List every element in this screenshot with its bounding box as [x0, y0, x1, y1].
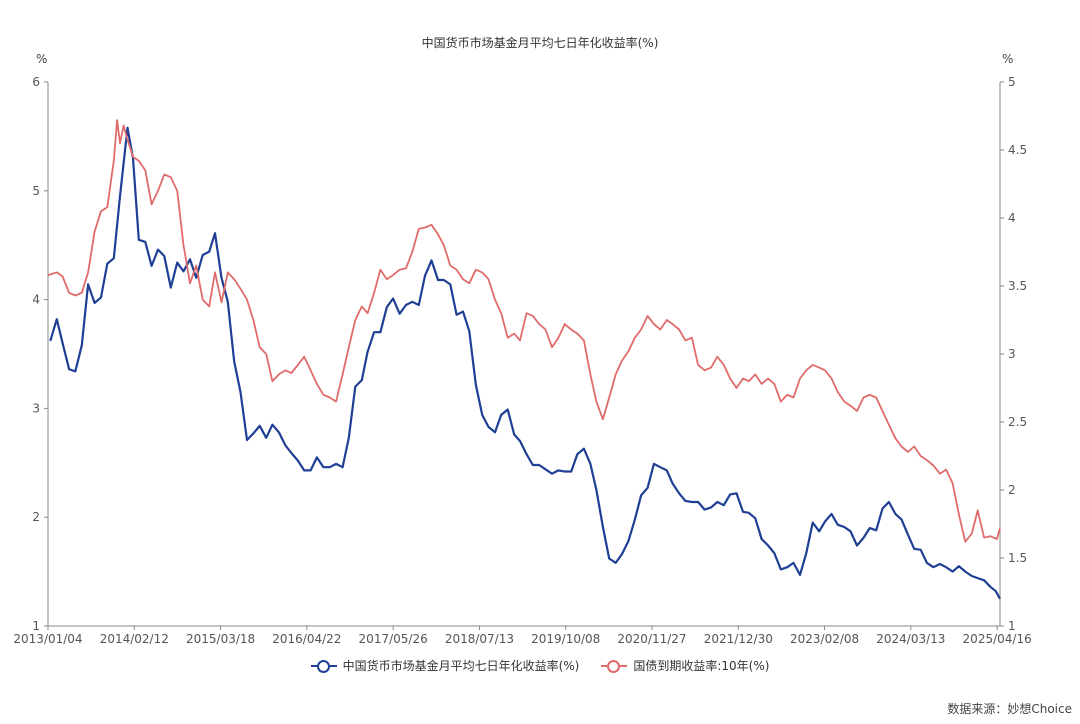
x-tick-label: 2016/04/22	[272, 632, 341, 646]
right-y-tick-label: 3	[1008, 347, 1016, 361]
x-tick-label: 2020/11/27	[617, 632, 686, 646]
series-line-treasury-10y	[47, 119, 1001, 543]
legend-marker-icon	[310, 659, 337, 673]
right-y-tick-label: 3.5	[1008, 279, 1027, 293]
legend-item-treasury-10y[interactable]: 国债到期收益率:10年(%)	[601, 657, 769, 674]
right-y-tick-label: 1.5	[1008, 551, 1027, 565]
x-tick-label: 2014/02/12	[100, 632, 169, 646]
legend-marker-icon	[601, 659, 628, 673]
x-tick-label: 2017/05/26	[359, 632, 428, 646]
x-tick-label: 2013/01/04	[13, 632, 82, 646]
left-y-tick-label: 2	[32, 510, 40, 524]
x-tick-label: 2025/04/16	[963, 632, 1032, 646]
data-source-note: 数据来源：妙想Choice	[947, 702, 1072, 716]
x-tick-label: 2021/12/30	[704, 632, 773, 646]
right-y-tick-label: 4.5	[1008, 143, 1027, 157]
series-line-money-fund	[49, 126, 1001, 600]
right-axis-unit: %	[1002, 52, 1014, 66]
right-y-tick-label: 5	[1008, 75, 1016, 89]
x-tick-label: 2018/07/13	[445, 632, 514, 646]
left-y-tick-label: 6	[32, 75, 40, 89]
x-tick-label: 2019/10/08	[531, 632, 600, 646]
left-y-tick-label: 4	[32, 293, 40, 307]
right-y-tick-label: 1	[1008, 619, 1016, 633]
chart-legend: 中国货币市场基金月平均七日年化收益率(%) 国债到期收益率:10年(%)	[0, 657, 1080, 674]
left-axis-unit: %	[36, 52, 48, 66]
legend-label-money-fund: 中国货币市场基金月平均七日年化收益率(%)	[342, 659, 580, 673]
legend-item-money-fund[interactable]: 中国货币市场基金月平均七日年化收益率(%)	[310, 657, 580, 674]
x-tick-label: 2023/02/08	[790, 632, 859, 646]
left-y-tick-label: 5	[32, 184, 40, 198]
chart-axes: 1 2 3 4 5 6 1 1.5 2 2.5 3 3.5 4 4.5 5 2013/01/04 2014/02…	[13, 75, 1031, 646]
right-y-tick-label: 2.5	[1008, 415, 1027, 429]
chart-title: 中国货币市场基金月平均七日年化收益率(%)	[421, 36, 659, 50]
left-y-tick-label: 1	[32, 619, 40, 633]
right-y-tick-label: 2	[1008, 483, 1016, 497]
x-tick-label: 2015/03/18	[186, 632, 255, 646]
right-y-tick-label: 4	[1008, 211, 1016, 225]
legend-label-treasury-10y: 国债到期收益率:10年(%)	[633, 659, 770, 673]
chart-series	[47, 119, 1001, 600]
left-y-tick-label: 3	[32, 401, 40, 415]
x-tick-label: 2024/03/13	[876, 632, 945, 646]
